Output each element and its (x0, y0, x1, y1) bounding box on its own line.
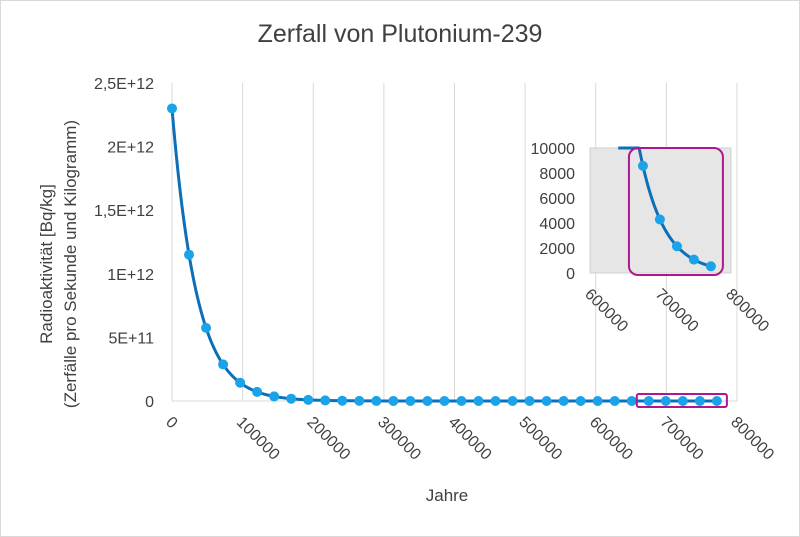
main-data-point (609, 396, 620, 406)
main-data-point (354, 395, 365, 406)
main-data-point (235, 377, 246, 388)
inset-plot-background (589, 147, 732, 274)
main-series-points (167, 103, 722, 406)
main-x-tick-label: 800000 (727, 414, 777, 464)
main-x-tick-label: 500000 (515, 414, 565, 464)
main-data-point (337, 395, 348, 406)
main-data-point (286, 393, 297, 404)
inset-x-tick-label: 800000 (722, 286, 772, 336)
inset-data-point (688, 254, 699, 265)
main-data-point (677, 396, 688, 406)
inset-series-points (637, 160, 716, 272)
main-y-tick-label: 5E+11 (108, 330, 154, 347)
inset-data-point (671, 241, 682, 252)
inset-plot-area (589, 147, 732, 274)
main-data-point (541, 395, 552, 406)
main-data-point (456, 395, 467, 406)
main-data-point (694, 396, 705, 406)
inset-y-tick-label: 4000 (539, 216, 575, 233)
inset-data-point (705, 261, 716, 272)
main-data-point (558, 395, 569, 406)
main-data-point (405, 395, 416, 406)
main-data-point (371, 395, 382, 406)
main-data-point (711, 396, 722, 406)
main-x-tick-label: 600000 (586, 414, 636, 464)
inset-y-tick-label: 6000 (539, 191, 575, 208)
y-axis-title-line2: (Zerfälle pro Sekunde und Kilogramm) (61, 120, 80, 408)
main-data-point (507, 395, 518, 406)
main-y-tick-label: 1,5E+12 (94, 203, 154, 220)
inset-data-point (637, 160, 648, 171)
main-x-tick-labels: 0 100000 200000 300000 400000 500000 600000 700… (162, 414, 777, 464)
main-data-point (252, 386, 263, 397)
main-highlight-rect (635, 393, 728, 408)
y-axis-title-line1: Radioaktivität [Bq/kg] (37, 184, 56, 344)
main-data-point (575, 395, 586, 406)
main-x-tick-label: 200000 (303, 414, 353, 464)
main-data-point (524, 395, 535, 406)
main-y-tick-label: 2E+12 (107, 140, 154, 157)
inset-x-tick-labels: 600000 700000 800000 (581, 286, 772, 336)
inset-y-tick-label: 8000 (539, 166, 575, 183)
main-data-point (490, 395, 501, 406)
main-data-point (473, 395, 484, 406)
inset-x-tick-label: 600000 (581, 286, 631, 336)
inset-y-tick-label: 10000 (531, 141, 576, 158)
chart-title: Zerfall von Plutonium-239 (257, 20, 543, 48)
main-data-point (660, 396, 671, 406)
inset-y-tick-labels: 0 2000 4000 6000 8000 10000 (531, 141, 576, 283)
main-data-point (303, 394, 314, 405)
main-highlight-box (635, 393, 728, 408)
inset-x-tick-label: 700000 (652, 286, 702, 336)
main-data-point (184, 249, 195, 260)
inset-highlight-rect (627, 147, 724, 276)
main-data-point (643, 396, 654, 406)
main-x-tick-label: 700000 (657, 414, 707, 464)
inset-highlight-box (627, 147, 724, 276)
main-data-point (201, 322, 212, 333)
main-x-tick-label: 100000 (233, 414, 283, 464)
main-data-point (592, 396, 603, 406)
main-data-point (167, 103, 177, 114)
main-data-point (626, 396, 637, 406)
main-data-point (218, 359, 229, 370)
main-data-point (269, 391, 280, 402)
main-y-tick-label: 2,5E+12 (94, 76, 154, 93)
main-data-point (320, 395, 331, 406)
main-data-point (422, 395, 433, 406)
main-data-point (388, 395, 399, 406)
main-x-tick-label: 300000 (374, 414, 424, 464)
main-x-tick-label: 400000 (445, 414, 495, 464)
main-x-tick-label: 0 (162, 414, 180, 432)
inset-y-tick-label: 0 (566, 266, 575, 283)
main-y-tick-label: 1E+12 (107, 267, 154, 284)
main-y-tick-label: 0 (145, 394, 154, 411)
inset-y-tick-label: 2000 (539, 241, 575, 258)
main-data-point (439, 395, 450, 406)
x-axis-title: Jahre (426, 486, 469, 505)
inset-data-point (654, 214, 665, 225)
main-y-tick-labels: 0 5E+11 1E+12 1,5E+12 2E+12 2,5E+12 (94, 76, 154, 411)
